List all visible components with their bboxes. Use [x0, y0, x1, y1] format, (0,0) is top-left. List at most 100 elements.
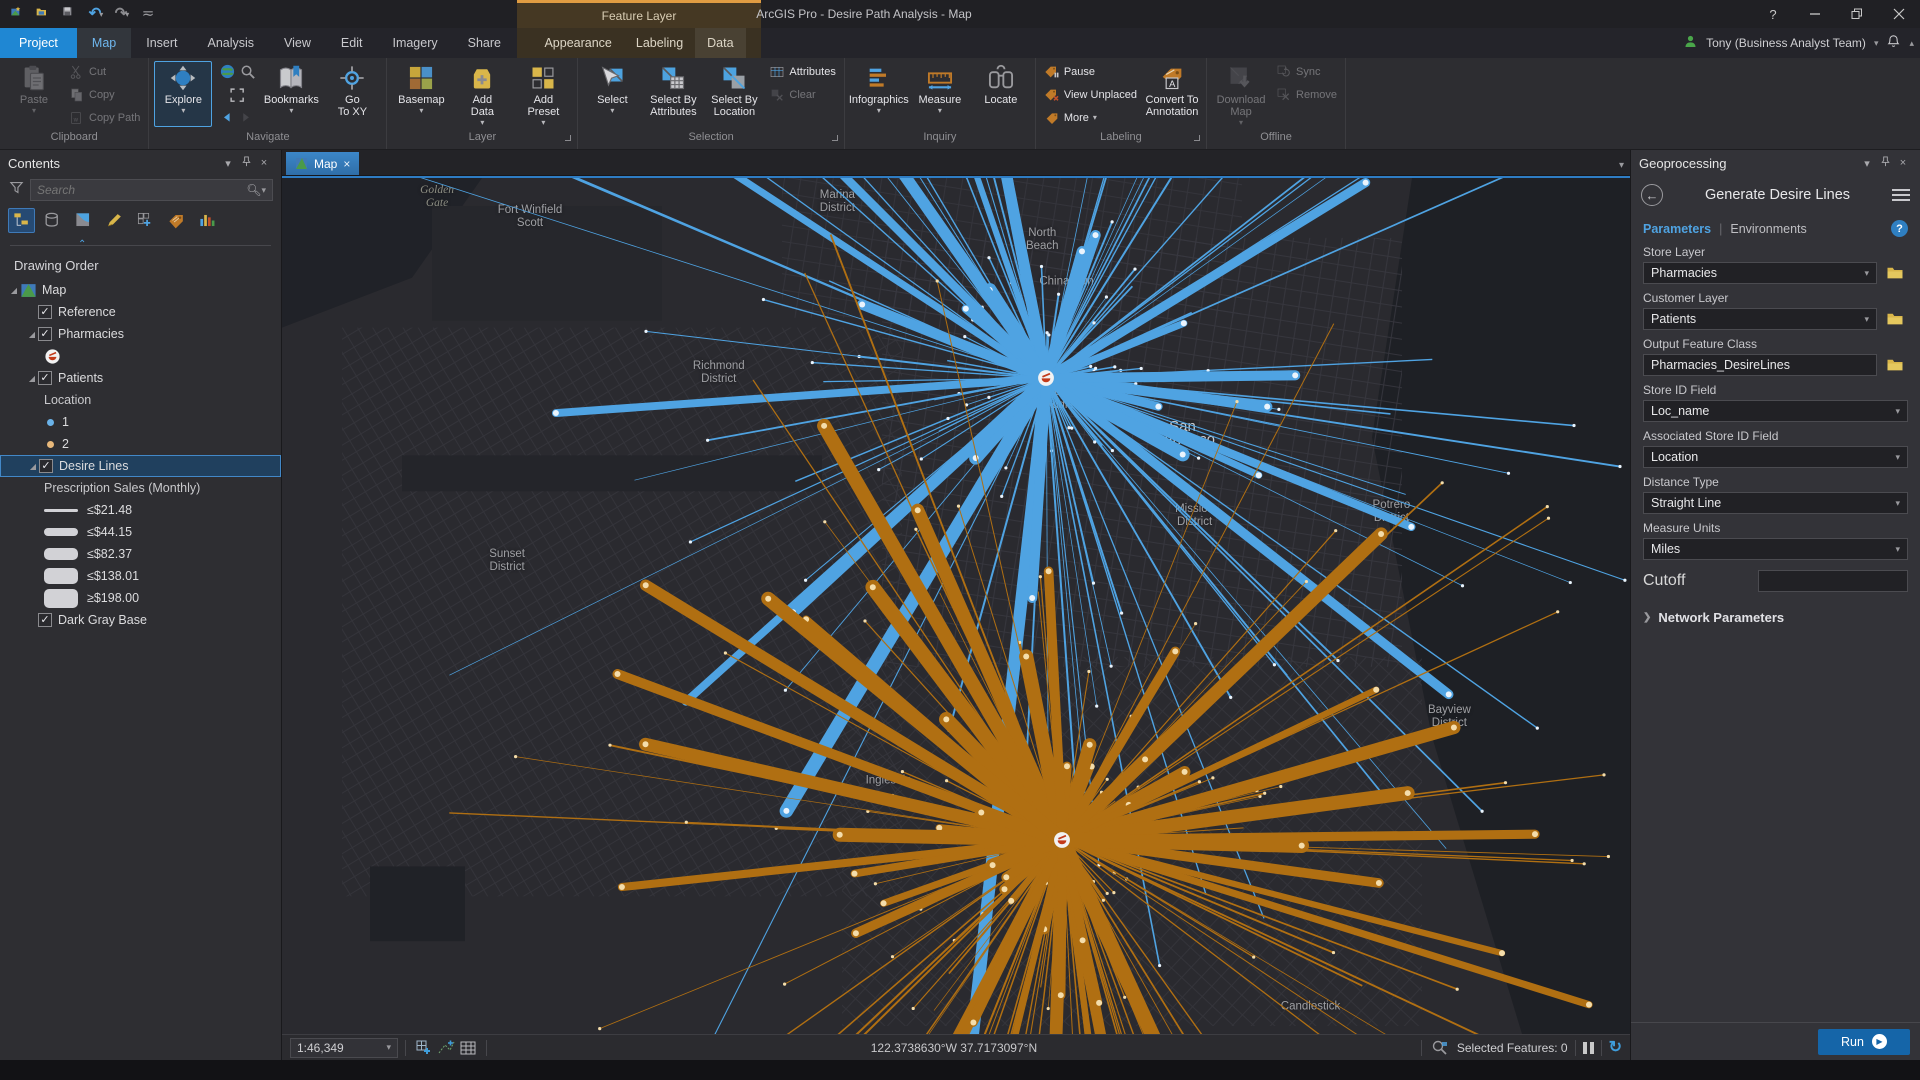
tab-map[interactable]: Map: [76, 28, 132, 58]
pause-drawing-icon[interactable]: [1582, 1041, 1594, 1054]
list-by-snapping-icon[interactable]: [132, 208, 159, 233]
new-project-icon[interactable]: [8, 4, 28, 24]
associated-store-id-field-select[interactable]: Location ▾: [1643, 446, 1908, 468]
infographics-button[interactable]: Infographics ▾: [849, 61, 909, 127]
dialog-launcher-icon[interactable]: [1194, 135, 1201, 141]
layer-row--44-15[interactable]: ≤$44.15: [0, 521, 281, 543]
remove-button[interactable]: Remove: [1273, 84, 1340, 105]
pharmacy-western-addition-marker[interactable]: [1037, 369, 1056, 388]
panel-pin-icon[interactable]: [1876, 156, 1894, 170]
tab-environments[interactable]: Environments: [1730, 221, 1807, 236]
measure-units-select[interactable]: Miles ▾: [1643, 538, 1908, 560]
layer-row-1[interactable]: 1: [0, 411, 281, 433]
expander-icon[interactable]: ◢: [29, 461, 37, 471]
layer-row-map[interactable]: ◢ Map: [0, 279, 281, 301]
tab-view[interactable]: View: [284, 36, 311, 50]
list-by-drawing-order-icon[interactable]: [8, 208, 35, 233]
measure-button[interactable]: Measure ▾: [911, 61, 969, 127]
new-map-view-icon[interactable]: [415, 1039, 433, 1057]
customize-qat-icon[interactable]: ≂: [141, 5, 155, 22]
go-to-xy-button[interactable]: Go To XY: [323, 61, 381, 127]
expander-icon[interactable]: ◢: [28, 329, 36, 339]
layer-checkbox[interactable]: ✓: [38, 371, 52, 385]
tool-help-icon[interactable]: ?: [1891, 220, 1908, 237]
tab-analysis[interactable]: Analysis: [207, 36, 255, 50]
panel-pin-icon[interactable]: [237, 156, 255, 170]
layer-row-pharmacies[interactable]: ◢ ✓ Pharmacies: [0, 323, 281, 345]
search-options-chevron-icon[interactable]: ▾: [261, 184, 266, 195]
list-by-labeling-icon[interactable]: [163, 208, 190, 233]
panel-close-icon[interactable]: ×: [260, 157, 268, 169]
output-feature-class-input[interactable]: Pharmacies_DesireLines: [1643, 354, 1877, 376]
copy-button[interactable]: Copy: [66, 84, 143, 105]
store-id-field-select[interactable]: Loc_name ▾: [1643, 400, 1908, 422]
scale-selector[interactable]: 1:46,349 ▾: [290, 1037, 398, 1058]
paste-button[interactable]: Paste ▾: [5, 61, 63, 127]
collapse-chevron-icon[interactable]: ⌃: [78, 239, 87, 250]
map-extent-corners-icon[interactable]: [229, 87, 246, 109]
browse-folder-icon[interactable]: [1882, 308, 1908, 330]
search-input[interactable]: [37, 183, 247, 197]
panel-menu-chevron-icon[interactable]: ▾: [1864, 157, 1870, 170]
add-data-button[interactable]: Add Data ▾: [453, 61, 511, 127]
browse-folder-icon[interactable]: [1882, 262, 1908, 284]
store-layer-select[interactable]: Pharmacies ▾: [1643, 262, 1877, 284]
filter-icon[interactable]: [8, 179, 25, 201]
customer-layer-select[interactable]: Patients ▾: [1643, 308, 1877, 330]
minimize-button[interactable]: [1794, 0, 1836, 28]
previous-extent-icon[interactable]: [219, 111, 236, 133]
user-menu-chevron-icon[interactable]: ▾: [1873, 37, 1879, 48]
view-unplaced-button[interactable]: View Unplaced: [1041, 84, 1140, 105]
download-map-button[interactable]: Download Map ▾: [1212, 61, 1270, 127]
add-preset-button[interactable]: Add Preset ▾: [514, 61, 572, 127]
basemap-button[interactable]: Basemap ▾: [392, 61, 450, 127]
tab-parameters[interactable]: Parameters: [1643, 221, 1712, 236]
pause-button[interactable]: Pause: [1041, 61, 1140, 82]
search-icon[interactable]: 🔍︎: [246, 183, 262, 197]
zoom-to-selection-icon[interactable]: [1431, 1039, 1449, 1057]
save-project-icon[interactable]: [60, 4, 80, 24]
distance-type-select[interactable]: Straight Line ▾: [1643, 492, 1908, 514]
next-extent-icon[interactable]: [239, 111, 256, 133]
more-button[interactable]: More ▾: [1041, 107, 1140, 128]
clear-button[interactable]: Clear: [766, 84, 838, 105]
bookmarks-button[interactable]: Bookmarks ▾: [262, 61, 320, 127]
sync-button[interactable]: Sync: [1273, 61, 1340, 82]
expander-icon[interactable]: ◢: [10, 285, 18, 295]
layer-row--198-00[interactable]: ≥$198.00: [0, 587, 281, 609]
map-tab-close-icon[interactable]: ×: [343, 156, 351, 171]
tab-labeling[interactable]: Labeling: [635, 36, 684, 50]
tab-list-chevron-icon[interactable]: ▾: [1618, 160, 1624, 171]
map-tab[interactable]: Map ×: [286, 152, 360, 175]
layer-row-dark-gray-base[interactable]: ✓ Dark Gray Base: [0, 609, 281, 631]
tool-menu-icon[interactable]: [1892, 189, 1910, 201]
browse-folder-icon[interactable]: [1882, 354, 1908, 376]
explore-button[interactable]: Explore ▾: [154, 61, 213, 127]
attribute-table-icon[interactable]: [459, 1039, 477, 1057]
user-name[interactable]: Tony (Business Analyst Team): [1706, 36, 1866, 50]
select-button[interactable]: Select ▾: [583, 61, 641, 127]
attributes-button[interactable]: Attributes: [766, 61, 838, 82]
layer-row-desire-lines[interactable]: ◢ ✓ Desire Lines: [0, 455, 281, 477]
expander-icon[interactable]: ◢: [28, 373, 36, 383]
select-by-location-button[interactable]: Select By Location: [705, 61, 763, 127]
layer-checkbox[interactable]: ✓: [38, 613, 52, 627]
select-by-attributes-button[interactable]: Select By Attributes: [644, 61, 702, 127]
panel-close-icon[interactable]: ×: [1899, 157, 1907, 169]
convert-to-annotation-button[interactable]: A Convert To Annotation: [1143, 61, 1201, 127]
list-by-editing-icon[interactable]: [101, 208, 128, 233]
restore-button[interactable]: [1836, 0, 1878, 28]
tab-imagery[interactable]: Imagery: [392, 36, 438, 50]
open-project-icon[interactable]: [34, 4, 54, 24]
network-parameters-section[interactable]: ❯ Network Parameters: [1643, 604, 1908, 631]
dialog-launcher-icon[interactable]: [565, 135, 572, 141]
refresh-map-icon[interactable]: ↻: [1608, 1038, 1622, 1056]
copy-path-button[interactable]: w Copy Path: [66, 107, 143, 128]
layer-row--138-01[interactable]: ≤$138.01: [0, 565, 281, 587]
full-extent-icon[interactable]: [219, 63, 236, 85]
layer-row-2[interactable]: 2: [0, 433, 281, 455]
tab-edit[interactable]: Edit: [340, 36, 363, 50]
layer-row-reference[interactable]: ✓ Reference: [0, 301, 281, 323]
help-button[interactable]: ?: [1769, 6, 1777, 22]
map-view[interactable]: Golden Gate Fort Winfield Scott Marina Dis…: [282, 176, 1630, 1034]
